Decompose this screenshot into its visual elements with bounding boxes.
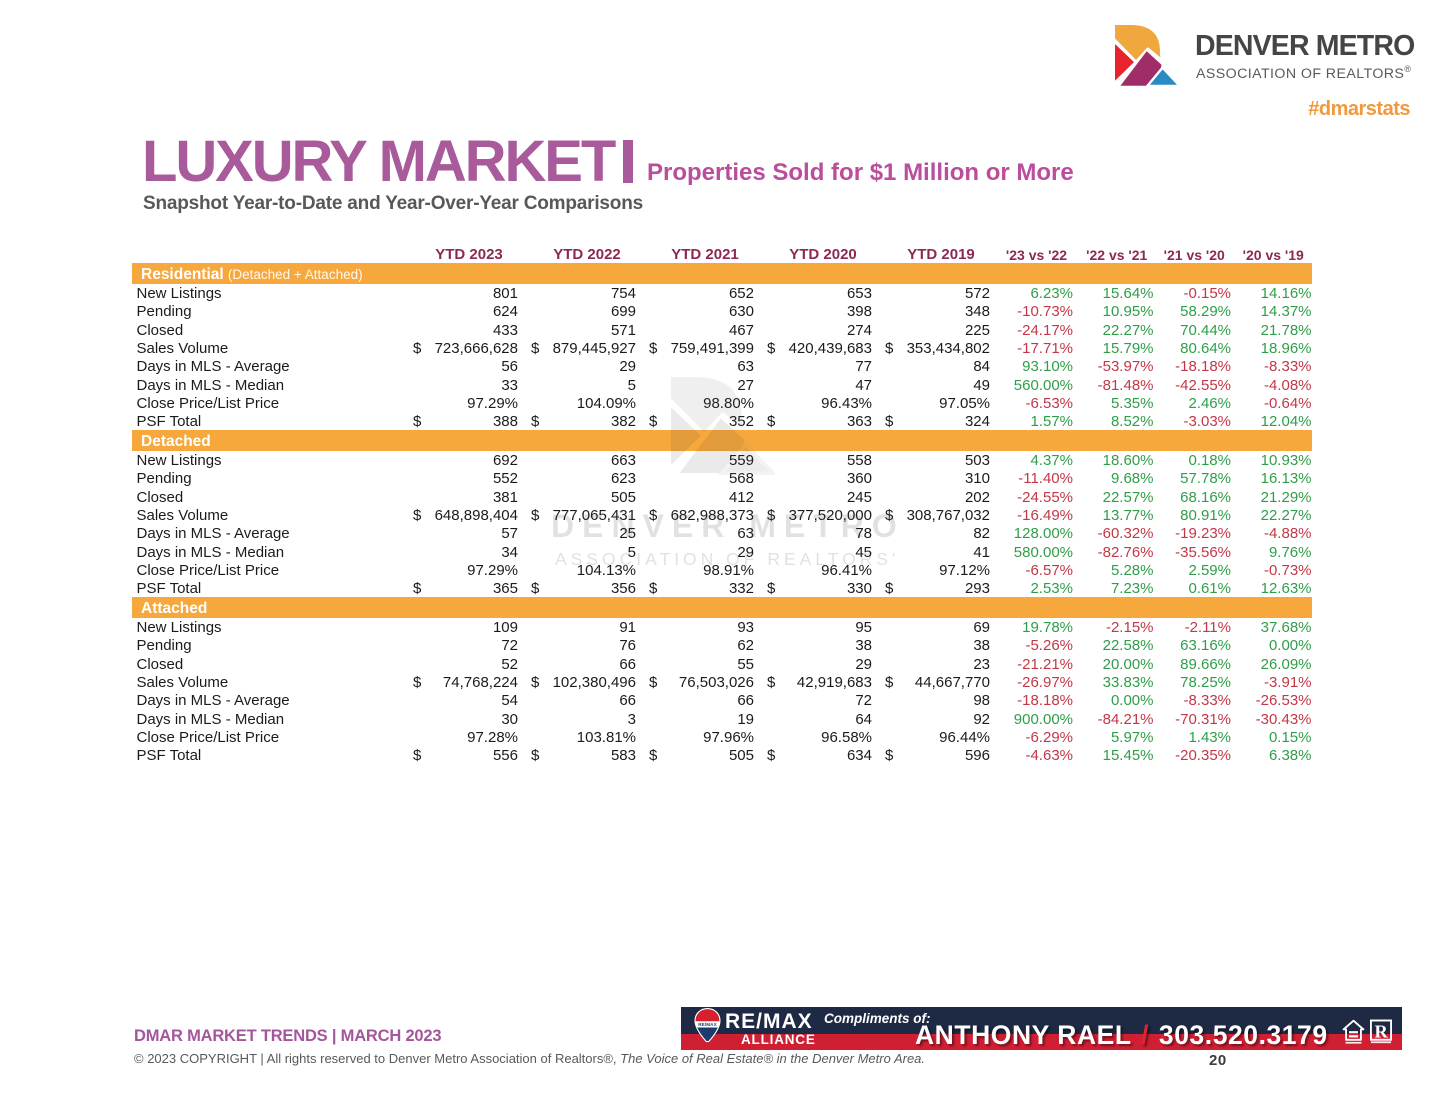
svg-text:R: R	[1375, 1021, 1389, 1041]
svg-text:RE/MAX: RE/MAX	[698, 1022, 717, 1027]
